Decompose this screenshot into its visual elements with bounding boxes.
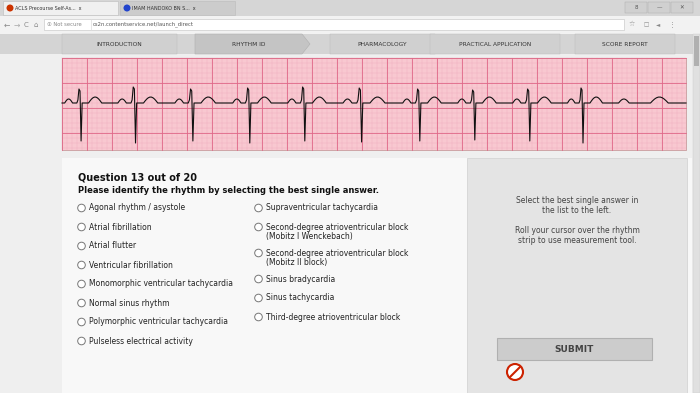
Text: —: — — [657, 5, 661, 10]
Text: Atrial flutter: Atrial flutter — [89, 242, 136, 250]
Text: (Mobitz I Wenckebach): (Mobitz I Wenckebach) — [266, 231, 353, 241]
FancyBboxPatch shape — [3, 1, 118, 15]
Text: SUBMIT: SUBMIT — [555, 345, 594, 353]
Text: Pulseless electrical activity: Pulseless electrical activity — [89, 336, 193, 345]
Text: ⌂: ⌂ — [34, 22, 38, 28]
Text: ✕: ✕ — [680, 5, 685, 10]
Circle shape — [78, 299, 85, 307]
Polygon shape — [195, 34, 310, 54]
Circle shape — [255, 223, 262, 231]
FancyBboxPatch shape — [0, 0, 700, 16]
Text: ←: ← — [4, 20, 10, 29]
FancyBboxPatch shape — [625, 2, 647, 13]
Text: Second-degree atrioventricular block: Second-degree atrioventricular block — [266, 248, 408, 257]
Text: PHARMACOLOGY: PHARMACOLOGY — [358, 42, 407, 46]
Text: cs2n.contentservice.net/launch_direct: cs2n.contentservice.net/launch_direct — [93, 22, 194, 28]
Text: □: □ — [643, 22, 648, 27]
Text: Supraventricular tachycardia: Supraventricular tachycardia — [266, 204, 378, 213]
Circle shape — [255, 249, 262, 257]
FancyBboxPatch shape — [693, 34, 700, 393]
Circle shape — [78, 242, 85, 250]
FancyBboxPatch shape — [62, 158, 462, 393]
FancyBboxPatch shape — [44, 19, 624, 30]
Text: ◄: ◄ — [656, 22, 660, 27]
FancyBboxPatch shape — [694, 36, 699, 66]
Text: ACLS Precourse Self-As...  x: ACLS Precourse Self-As... x — [15, 6, 81, 11]
Text: Polymorphic ventricular tachycardia: Polymorphic ventricular tachycardia — [89, 318, 228, 327]
FancyBboxPatch shape — [120, 1, 235, 15]
FancyBboxPatch shape — [62, 34, 177, 54]
Text: ⋮: ⋮ — [669, 22, 676, 28]
Text: Agonal rhythm / asystole: Agonal rhythm / asystole — [89, 204, 185, 213]
Text: Sinus bradycardia: Sinus bradycardia — [266, 274, 335, 283]
Text: ① Not secure: ① Not secure — [47, 22, 82, 27]
Circle shape — [78, 223, 85, 231]
Text: Normal sinus rhythm: Normal sinus rhythm — [89, 299, 169, 307]
Text: →: → — [14, 20, 20, 29]
FancyBboxPatch shape — [467, 158, 687, 393]
Circle shape — [78, 261, 85, 269]
Text: Atrial fibrillation: Atrial fibrillation — [89, 222, 152, 231]
Text: Please identify the rhythm by selecting the best single answer.: Please identify the rhythm by selecting … — [78, 186, 379, 195]
Circle shape — [78, 318, 85, 326]
Circle shape — [255, 204, 262, 212]
Text: PRACTICAL APPLICATION: PRACTICAL APPLICATION — [459, 42, 531, 46]
Text: RHYTHM ID: RHYTHM ID — [232, 42, 265, 46]
Text: Roll your cursor over the rhythm: Roll your cursor over the rhythm — [514, 226, 639, 235]
FancyBboxPatch shape — [62, 58, 686, 150]
FancyBboxPatch shape — [0, 34, 700, 56]
Circle shape — [78, 337, 85, 345]
Text: Sinus tachycardia: Sinus tachycardia — [266, 294, 335, 303]
Text: Question 13 out of 20: Question 13 out of 20 — [78, 173, 197, 183]
Circle shape — [255, 313, 262, 321]
Text: INTRODUCTION: INTRODUCTION — [97, 42, 142, 46]
Text: SCORE REPORT: SCORE REPORT — [602, 42, 648, 46]
FancyBboxPatch shape — [430, 34, 560, 54]
Text: Monomorphic ventricular tachycardia: Monomorphic ventricular tachycardia — [89, 279, 233, 288]
Text: 8: 8 — [634, 5, 638, 10]
Text: Third-degree atrioventricular block: Third-degree atrioventricular block — [266, 312, 400, 321]
Text: Select the best single answer in: Select the best single answer in — [516, 196, 638, 205]
FancyBboxPatch shape — [0, 54, 700, 393]
Text: the list to the left.: the list to the left. — [542, 206, 612, 215]
FancyBboxPatch shape — [330, 34, 435, 54]
Circle shape — [78, 280, 85, 288]
FancyBboxPatch shape — [671, 2, 693, 13]
Circle shape — [78, 204, 85, 212]
Circle shape — [255, 275, 262, 283]
Circle shape — [6, 4, 13, 11]
Text: IMAM HANDOKO BN S...  x: IMAM HANDOKO BN S... x — [132, 6, 195, 11]
Text: Ventricular fibrillation: Ventricular fibrillation — [89, 261, 173, 270]
FancyBboxPatch shape — [497, 338, 652, 360]
Text: (Mobitz II block): (Mobitz II block) — [266, 257, 328, 266]
Text: strip to use measurement tool.: strip to use measurement tool. — [518, 236, 636, 245]
Text: ☆: ☆ — [629, 22, 636, 28]
FancyBboxPatch shape — [62, 158, 692, 393]
FancyBboxPatch shape — [575, 34, 675, 54]
Circle shape — [123, 4, 130, 11]
Circle shape — [507, 364, 523, 380]
FancyBboxPatch shape — [648, 2, 670, 13]
Circle shape — [255, 294, 262, 302]
Text: Second-degree atrioventricular block: Second-degree atrioventricular block — [266, 222, 408, 231]
FancyBboxPatch shape — [0, 16, 700, 34]
Text: C: C — [24, 22, 29, 28]
